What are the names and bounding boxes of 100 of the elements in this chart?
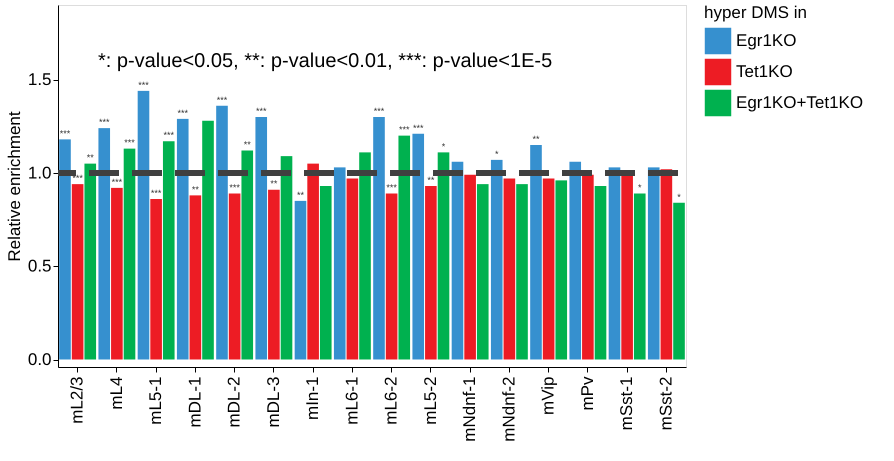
data-label: ** — [532, 134, 540, 144]
data-label: ** — [86, 152, 94, 163]
bar — [608, 167, 620, 360]
bar — [320, 186, 332, 360]
bar — [438, 152, 450, 360]
data-label: *** — [72, 173, 84, 184]
bar — [280, 156, 292, 360]
x-tick-label: mPv — [578, 376, 597, 410]
bar — [59, 139, 71, 360]
x-tick-label: mVip — [538, 376, 558, 415]
bar — [84, 164, 96, 360]
bar — [334, 167, 346, 360]
legend-label: Egr1KO+Tet1KO — [736, 93, 864, 112]
x-tick-label: mSst-2 — [656, 376, 676, 430]
x-tick-label: mSst-1 — [617, 376, 636, 430]
data-label: *** — [177, 108, 188, 118]
bar — [634, 193, 646, 360]
bar — [346, 178, 358, 360]
bar — [648, 167, 660, 360]
data-label: *** — [164, 130, 175, 140]
bar — [582, 174, 594, 360]
x-tick-label: mNdnf-1 — [460, 376, 480, 442]
data-label: *** — [399, 124, 410, 135]
data-label: *** — [150, 188, 162, 198]
data-label: *** — [374, 106, 385, 116]
data-label: *** — [216, 94, 228, 105]
x-tick-label: mNdnf-2 — [499, 376, 518, 442]
x-tick-label: mL5-1 — [146, 376, 166, 425]
x-tick-label: mDL-2 — [224, 376, 244, 428]
data-label: * — [494, 148, 499, 159]
data-label: *** — [112, 176, 123, 187]
data-label: ** — [427, 175, 435, 185]
data-label: * — [638, 182, 642, 192]
annotation: *: p-value<0.05, **: p-value<0.01, ***: p-value<1E-5 — [98, 50, 552, 72]
data-label: ** — [192, 184, 200, 194]
y-tick-label: 0.5 — [28, 256, 52, 276]
bar — [464, 174, 476, 360]
legend-label: Egr1KO — [736, 31, 796, 50]
bar — [111, 188, 123, 360]
y-axis-title: Relative enrichment — [4, 111, 24, 262]
bar — [202, 120, 214, 360]
data-label: *** — [124, 138, 136, 148]
x-tick-label: mL6-1 — [342, 376, 362, 425]
data-label: ** — [244, 140, 252, 150]
bar — [216, 106, 228, 360]
bar — [176, 118, 189, 360]
bar — [386, 193, 398, 360]
bar — [673, 202, 685, 360]
data-label: *** — [229, 182, 240, 192]
bar — [425, 186, 437, 360]
y-tick-label: 1.5 — [28, 70, 52, 90]
bar — [490, 160, 503, 360]
bar — [162, 141, 175, 360]
legend-title: hyper DMS in — [704, 3, 807, 22]
bar — [228, 193, 240, 360]
bar — [98, 128, 110, 360]
bar — [530, 144, 542, 360]
x-tick-label: mL6-2 — [382, 376, 401, 425]
x-tick-label: mL4 — [106, 376, 126, 410]
bar — [150, 199, 162, 360]
bar — [660, 169, 672, 360]
bar — [359, 152, 371, 360]
data-label: *** — [386, 182, 398, 192]
data-label: *** — [412, 122, 424, 133]
bar — [307, 164, 319, 360]
bar — [452, 162, 464, 360]
bar — [555, 180, 568, 360]
bar — [72, 184, 84, 360]
data-label: * — [442, 141, 446, 152]
bar — [504, 178, 516, 360]
x-tick-label: mIn-1 — [303, 376, 322, 420]
data-label: *** — [138, 80, 150, 90]
bar — [241, 150, 254, 360]
x-tick-label: mDL-1 — [185, 376, 204, 428]
y-tick-label: 1.0 — [28, 163, 52, 182]
data-label: *** — [98, 117, 110, 128]
data-label: *** — [256, 106, 267, 116]
bar — [138, 90, 150, 360]
y-tick-label: 0.0 — [28, 350, 52, 370]
bar — [294, 200, 306, 360]
bar — [255, 116, 268, 360]
bar — [398, 136, 410, 360]
bar — [124, 148, 136, 360]
data-label: ** — [270, 178, 278, 189]
bar — [412, 134, 424, 360]
legend-label: Tet1KO — [736, 62, 793, 81]
bar — [594, 186, 606, 360]
bar — [190, 195, 202, 360]
x-tick-label: mL2/3 — [68, 376, 87, 424]
x-tick-label: mL5-2 — [420, 376, 440, 425]
data-label: ** — [296, 190, 304, 200]
bar — [516, 184, 528, 360]
data-label: * — [677, 192, 682, 202]
bar — [268, 190, 280, 360]
bar — [476, 184, 489, 360]
bar — [373, 116, 385, 360]
data-label: *** — [60, 128, 71, 138]
bar — [542, 178, 554, 360]
x-tick-label: mDL-3 — [264, 376, 283, 428]
bar — [569, 162, 582, 360]
